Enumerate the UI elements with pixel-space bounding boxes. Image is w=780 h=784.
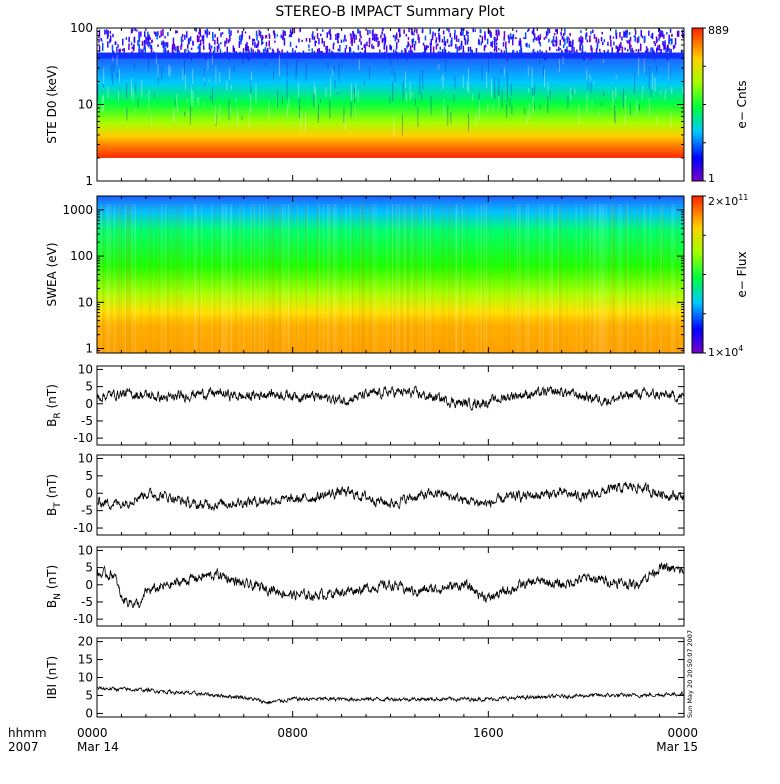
br-frame <box>96 365 685 446</box>
bn-ylabel: BN(nT) <box>45 565 63 608</box>
bmag-ytick-label: 10 <box>78 671 93 685</box>
swea-ylabel: SWEA (eV) <box>45 242 59 306</box>
bn-ytick-label: 0 <box>85 578 93 592</box>
br-ylabel: BR(nT) <box>45 384 63 427</box>
ste-ytick-label: 10 <box>78 98 93 112</box>
bmag-frame <box>96 637 685 718</box>
bmag-ytick-label: 15 <box>78 653 93 667</box>
bmag-series-line <box>96 686 685 705</box>
swea-colorbar-max: 2×1011 <box>708 193 748 208</box>
swea-ytick-label: 100 <box>70 249 93 263</box>
bt-series-line <box>96 481 685 512</box>
x-row1-label: hhmm <box>8 726 47 740</box>
br-ytick-label: 5 <box>85 380 93 394</box>
bn-panel: -10 -5 0 5 10 BN(nT) <box>45 543 685 627</box>
br-ytick-label: -5 <box>81 414 93 428</box>
bt-ylabel: BT(nT) <box>45 474 63 516</box>
x-row2-label: 2007 <box>8 740 39 754</box>
bt-ytick-label: -10 <box>73 521 93 535</box>
ste-colorbar-max: 889 <box>708 24 729 37</box>
ste-panel: 1 10 100 STE D0 (keV) e− Cnts 889 1 <box>45 21 749 188</box>
br-ytick-label: 0 <box>85 397 93 411</box>
x-tick-time: 0000 <box>667 726 698 740</box>
x-tick-date: Mar 14 <box>77 740 119 754</box>
bn-ytick-label: -10 <box>73 612 93 626</box>
bmag-ytick-label: 20 <box>78 635 93 649</box>
ste-ylabel: STE D0 (keV) <box>45 65 59 144</box>
swea-ytick-label: 10 <box>78 295 93 309</box>
plot-title: STEREO-B IMPACT Summary Plot <box>275 4 505 20</box>
swea-colorbar: e− Flux 2×1011 1×104 <box>691 193 749 359</box>
bt-ytick-label: 10 <box>78 451 93 465</box>
swea-streaks <box>100 204 678 353</box>
x-tick-time: 0000 <box>77 726 108 740</box>
ste-colorbar: e− Cnts 889 1 <box>691 24 749 185</box>
bt-ytick-label: 5 <box>85 469 93 483</box>
br-panel: -10 -5 0 5 10 BR(nT) <box>45 362 685 446</box>
bt-ytick-label: -5 <box>81 504 93 518</box>
timestamp: Sun May 20 20:50:07 2007 <box>686 630 694 718</box>
swea-colorbar-min: 1×104 <box>708 344 743 359</box>
ste-colorbar-label: e− Cnts <box>735 80 749 128</box>
ste-ytick-label: 1 <box>85 174 93 188</box>
ste-colorbar-min: 1 <box>708 172 715 185</box>
bt-ytick-label: 0 <box>85 486 93 500</box>
ste-streaks <box>97 54 685 137</box>
x-tick-date: Mar 15 <box>656 740 698 754</box>
ste-ytick-label: 100 <box>70 21 93 35</box>
bn-series-line <box>96 561 685 609</box>
swea-ytick-label: 1000 <box>62 203 93 217</box>
swea-ytick-label: 1 <box>85 342 93 356</box>
bmag-ytick-label: 5 <box>85 688 93 702</box>
bmag-ylabel: IBI (nT) <box>45 656 59 699</box>
bmag-panel: 0 5 10 15 20 IBI (nT) <box>45 635 685 720</box>
swea-spectrogram <box>97 196 684 353</box>
br-series-line <box>96 385 685 411</box>
br-ytick-label: -10 <box>73 431 93 445</box>
swea-panel: 1 10 100 1000 SWEA (eV) e− Flux 2×1011 1×104 <box>45 193 749 359</box>
bn-ytick-label: 5 <box>85 561 93 575</box>
x-tick-time: 1600 <box>473 726 504 740</box>
bn-ytick-label: 10 <box>78 543 93 557</box>
bn-ytick-label: -5 <box>81 595 93 609</box>
ste-band-edge <box>97 52 684 59</box>
bmag-ytick-label: 0 <box>85 706 93 720</box>
br-ytick-label: 10 <box>78 362 93 376</box>
bt-panel: -10 -5 0 5 10 BT(nT) <box>45 451 685 536</box>
x-tick-time: 0800 <box>277 726 308 740</box>
swea-colorbar-label: e− Flux <box>735 251 749 297</box>
